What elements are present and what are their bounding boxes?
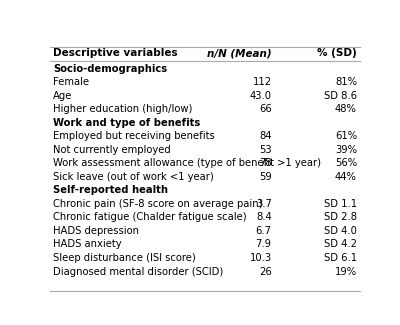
Text: 112: 112 xyxy=(252,77,272,87)
Text: Employed but receiving benefits: Employed but receiving benefits xyxy=(53,131,215,141)
Text: HADS anxiety: HADS anxiety xyxy=(53,240,122,250)
Text: 59: 59 xyxy=(259,172,272,182)
Text: SD 2.8: SD 2.8 xyxy=(324,213,357,222)
Text: SD 1.1: SD 1.1 xyxy=(324,199,357,209)
Text: SD 8.6: SD 8.6 xyxy=(324,91,357,101)
Text: 6.7: 6.7 xyxy=(256,226,272,236)
Text: 61%: 61% xyxy=(335,131,357,141)
Text: 8.4: 8.4 xyxy=(256,213,272,222)
Text: 53: 53 xyxy=(259,145,272,155)
Text: 48%: 48% xyxy=(335,104,357,114)
Text: 19%: 19% xyxy=(335,266,357,277)
Text: HADS depression: HADS depression xyxy=(53,226,139,236)
Text: 43.0: 43.0 xyxy=(250,91,272,101)
Text: SD 4.2: SD 4.2 xyxy=(324,240,357,250)
Text: n/N (Mean): n/N (Mean) xyxy=(207,48,272,58)
Text: Chronic fatigue (Chalder fatigue scale): Chronic fatigue (Chalder fatigue scale) xyxy=(53,213,247,222)
Text: Not currently employed: Not currently employed xyxy=(53,145,171,155)
Text: 66: 66 xyxy=(259,104,272,114)
Text: SD 6.1: SD 6.1 xyxy=(324,253,357,263)
Text: 10.3: 10.3 xyxy=(250,253,272,263)
Text: Chronic pain (SF-8 score on average pain): Chronic pain (SF-8 score on average pain… xyxy=(53,199,263,209)
Text: 56%: 56% xyxy=(335,158,357,168)
Text: Self-reported health: Self-reported health xyxy=(53,186,168,195)
Text: 81%: 81% xyxy=(335,77,357,87)
Text: SD 4.0: SD 4.0 xyxy=(324,226,357,236)
Text: 39%: 39% xyxy=(335,145,357,155)
Text: 7.9: 7.9 xyxy=(256,240,272,250)
Text: Socio-demographics: Socio-demographics xyxy=(53,64,167,74)
Text: Sleep disturbance (ISI score): Sleep disturbance (ISI score) xyxy=(53,253,196,263)
Text: Age: Age xyxy=(53,91,72,101)
Text: Descriptive variables: Descriptive variables xyxy=(53,48,178,58)
Text: Female: Female xyxy=(53,77,89,87)
Text: 44%: 44% xyxy=(335,172,357,182)
Text: Work and type of benefits: Work and type of benefits xyxy=(53,118,200,128)
Text: 3.7: 3.7 xyxy=(256,199,272,209)
Text: 26: 26 xyxy=(259,266,272,277)
Text: Work assessment allowance (type of benefit >1 year): Work assessment allowance (type of benef… xyxy=(53,158,321,168)
Text: Higher education (high/low): Higher education (high/low) xyxy=(53,104,192,114)
Text: Sick leave (out of work <1 year): Sick leave (out of work <1 year) xyxy=(53,172,214,182)
Text: 84: 84 xyxy=(259,131,272,141)
Text: Diagnosed mental disorder (SCID): Diagnosed mental disorder (SCID) xyxy=(53,266,223,277)
Text: % (SD): % (SD) xyxy=(317,48,357,58)
Text: 78: 78 xyxy=(259,158,272,168)
